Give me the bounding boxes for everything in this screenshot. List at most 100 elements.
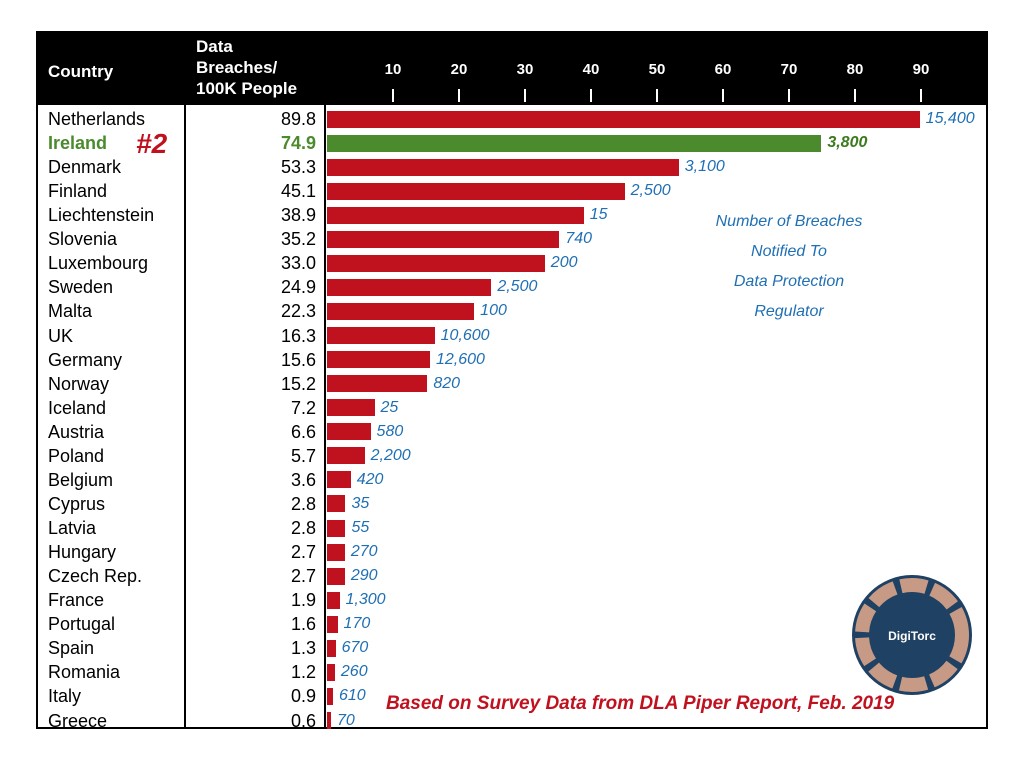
bar <box>327 206 584 224</box>
country-label: Iceland <box>48 397 107 418</box>
bar <box>327 663 335 681</box>
column-divider <box>184 105 186 729</box>
rate-value: 6.6 <box>290 421 316 442</box>
rate-value: 15.6 <box>280 349 316 370</box>
breach-count-label: 2,500 <box>630 182 671 200</box>
column-divider <box>324 105 326 729</box>
rate-value: 1.6 <box>290 614 316 635</box>
breach-count-label: 610 <box>338 687 366 705</box>
column-header-rate: Data Breaches/ 100K People <box>196 36 297 99</box>
breach-count-label: 670 <box>341 639 369 657</box>
country-label: Romania <box>48 662 121 683</box>
x-tick-mark <box>656 89 658 102</box>
bar <box>327 134 822 152</box>
breach-count-label: 2,500 <box>497 278 538 296</box>
country-label: Sweden <box>48 277 114 298</box>
country-label: Spain <box>48 638 95 659</box>
breach-count-label: 3,800 <box>827 134 868 152</box>
breach-count-label: 260 <box>340 663 368 681</box>
rate-value: 15.2 <box>280 373 316 394</box>
table-header: Country Data Breaches/ 100K People 10 20 3… <box>38 33 986 105</box>
rate-value: 33.0 <box>280 253 316 274</box>
country-label: Cyprus <box>48 493 106 514</box>
country-label: Hungary <box>48 542 117 563</box>
rate-value: 53.3 <box>280 157 316 178</box>
breach-count-label: 1,300 <box>345 591 386 609</box>
digitorc-logo-icon: DigiTorc <box>850 573 974 697</box>
breach-count-label: 12,600 <box>435 350 485 368</box>
bar <box>327 278 492 296</box>
breach-count-label: 290 <box>350 567 378 585</box>
country-label: Germany <box>48 349 123 370</box>
x-tick-label: 60 <box>714 61 732 78</box>
rate-value: 5.7 <box>290 445 316 466</box>
x-tick-mark <box>458 89 460 102</box>
x-tick-mark <box>788 89 790 102</box>
column-header-rate-line3: 100K People <box>196 79 298 98</box>
bar <box>327 375 428 393</box>
bar <box>327 615 338 633</box>
rate-value: 2.7 <box>290 542 316 563</box>
country-label: Liechtenstein <box>48 205 155 226</box>
bar <box>327 254 545 272</box>
bar <box>327 327 435 345</box>
x-tick-mark <box>392 89 394 102</box>
rate-value: 0.6 <box>290 710 316 731</box>
column-header-country: Country <box>48 62 114 81</box>
breach-count-label: 55 <box>351 519 370 537</box>
bar <box>327 543 345 561</box>
country-label: Luxembourg <box>48 253 149 274</box>
x-tick-label: 50 <box>648 61 666 78</box>
country-label: UK <box>48 325 74 346</box>
breach-count-annotation: Number of Breaches Notified To Data Prot… <box>704 207 874 327</box>
country-label: Latvia <box>48 518 97 539</box>
x-tick-label: 90 <box>912 61 930 78</box>
country-label: Malta <box>48 301 93 322</box>
chart-frame: Country Data Breaches/ 100K People 10 20 3… <box>36 31 988 731</box>
rate-value: 7.2 <box>290 397 316 418</box>
country-label: Portugal <box>48 614 116 635</box>
rate-value: 38.9 <box>280 205 316 226</box>
rate-value: 3.6 <box>290 469 316 490</box>
annotation-line: Regulator <box>754 303 824 320</box>
bar <box>327 182 625 200</box>
breach-count-label: 35 <box>351 494 370 512</box>
rate-value: 74.9 <box>280 133 316 154</box>
rank-badge: #2 <box>136 128 168 159</box>
country-label: Netherlands <box>48 109 146 129</box>
bar <box>327 447 365 465</box>
rate-value: 2.8 <box>290 518 316 539</box>
breach-count-label: 820 <box>433 374 461 392</box>
country-label: Finland <box>48 181 108 202</box>
breach-count-label: 270 <box>350 543 378 561</box>
x-tick-mark <box>920 89 922 102</box>
x-tick-label: 30 <box>516 61 534 78</box>
rate-value: 1.9 <box>290 590 316 611</box>
bar <box>327 230 560 248</box>
annotation-line: Number of Breaches <box>715 213 863 230</box>
bar <box>327 110 920 128</box>
breach-count-label: 15 <box>589 206 608 224</box>
x-tick-label: 70 <box>780 61 798 78</box>
rate-value: 2.7 <box>290 566 316 587</box>
breach-count-label: 200 <box>550 254 578 272</box>
breach-count-label: 580 <box>376 422 404 440</box>
bar <box>327 519 346 537</box>
bar <box>327 687 333 705</box>
breach-count-label: 25 <box>380 398 399 416</box>
breach-count-label: 170 <box>343 615 371 633</box>
bar <box>327 639 336 657</box>
bar <box>327 495 346 513</box>
rate-value: 1.2 <box>290 662 316 683</box>
bar <box>327 158 679 176</box>
bar <box>327 591 340 609</box>
breach-count-label: 70 <box>336 711 355 729</box>
x-tick-label: 40 <box>582 61 600 78</box>
breach-count-label: 10,600 <box>440 326 490 344</box>
rate-value: 24.9 <box>280 277 316 298</box>
rate-value: 2.8 <box>290 493 316 514</box>
country-label: Slovenia <box>48 229 118 250</box>
breach-count-label: 15,400 <box>925 110 975 127</box>
breach-count-label: 2,200 <box>370 446 411 464</box>
x-tick-label: 10 <box>384 61 402 78</box>
